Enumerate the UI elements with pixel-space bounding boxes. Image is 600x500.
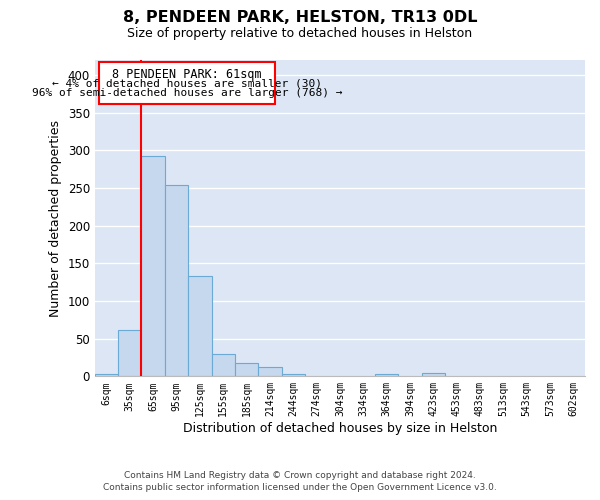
Bar	[142, 156, 165, 376]
Bar	[118, 330, 142, 376]
Text: ← 4% of detached houses are smaller (30): ← 4% of detached houses are smaller (30)	[52, 78, 322, 88]
Bar	[212, 354, 235, 376]
Bar	[422, 372, 445, 376]
Bar	[165, 185, 188, 376]
Bar	[95, 374, 118, 376]
Text: Contains public sector information licensed under the Open Government Licence v3: Contains public sector information licen…	[103, 484, 497, 492]
X-axis label: Distribution of detached houses by size in Helston: Distribution of detached houses by size …	[183, 422, 497, 435]
Bar	[375, 374, 398, 376]
Bar	[188, 276, 212, 376]
Text: Contains HM Land Registry data © Crown copyright and database right 2024.: Contains HM Land Registry data © Crown c…	[124, 471, 476, 480]
Text: Size of property relative to detached houses in Helston: Size of property relative to detached ho…	[127, 28, 473, 40]
Text: 96% of semi-detached houses are larger (768) →: 96% of semi-detached houses are larger (…	[32, 88, 342, 98]
Bar	[281, 374, 305, 376]
Text: 8 PENDEEN PARK: 61sqm: 8 PENDEEN PARK: 61sqm	[112, 68, 262, 82]
FancyBboxPatch shape	[100, 62, 275, 104]
Bar	[235, 363, 258, 376]
Text: 8, PENDEEN PARK, HELSTON, TR13 0DL: 8, PENDEEN PARK, HELSTON, TR13 0DL	[123, 10, 477, 25]
Bar	[258, 368, 281, 376]
Y-axis label: Number of detached properties: Number of detached properties	[49, 120, 62, 316]
